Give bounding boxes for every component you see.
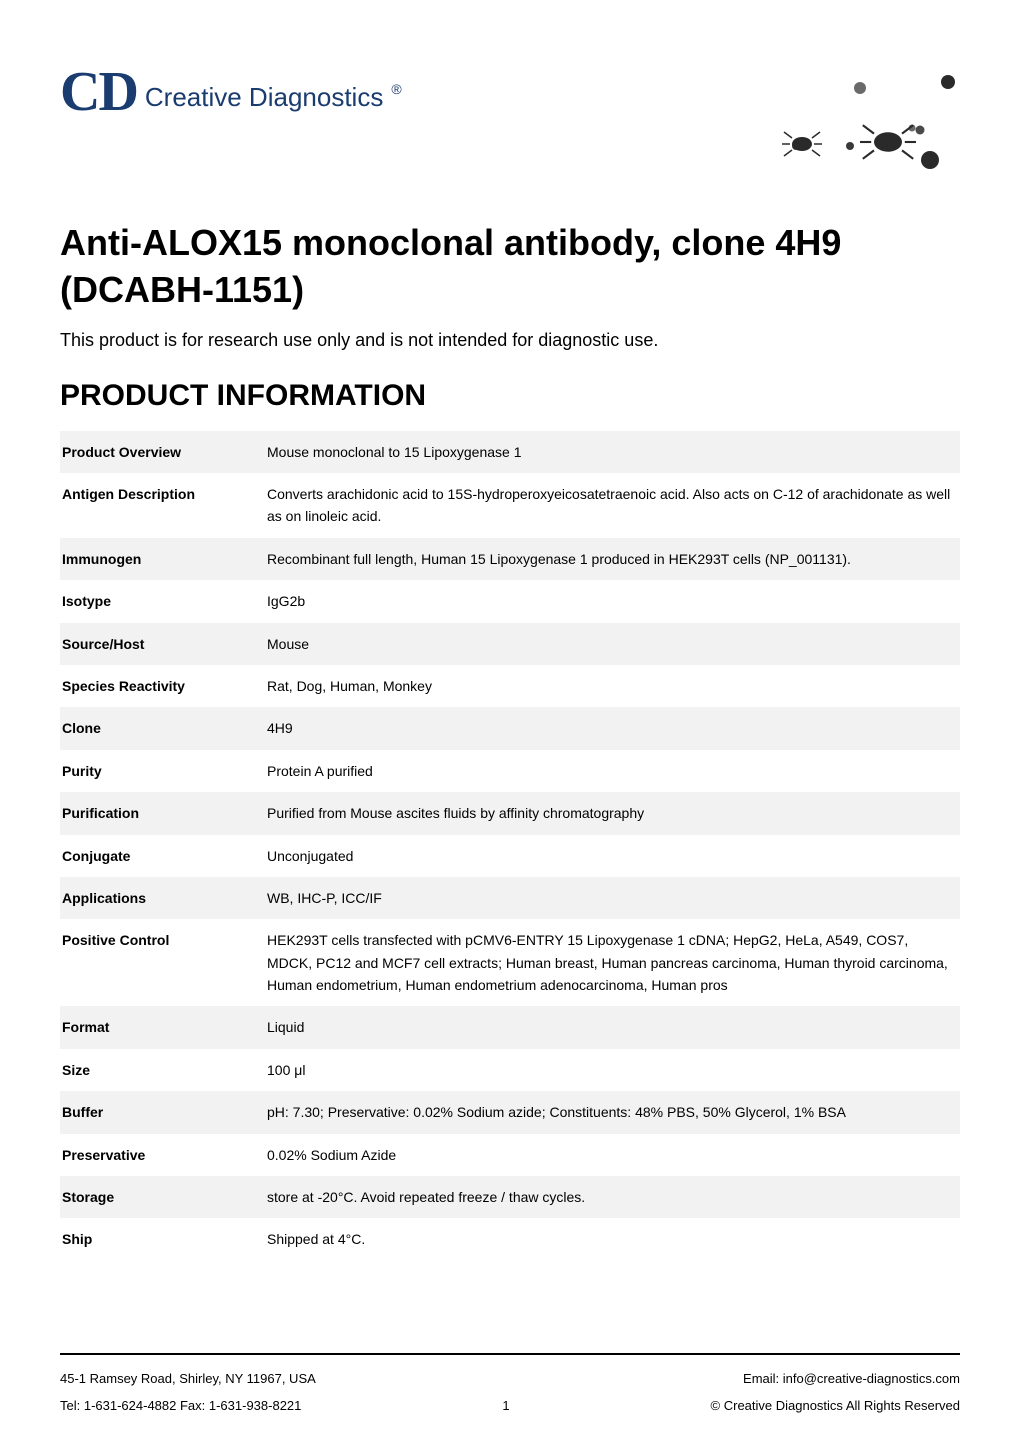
- footer-address: 45-1 Ramsey Road, Shirley, NY 11967, USA: [60, 1371, 316, 1386]
- table-row: ImmunogenRecombinant full length, Human …: [60, 538, 960, 580]
- header: CD Creative Diagnostics ®: [60, 60, 960, 180]
- row-label: Size: [60, 1049, 265, 1091]
- product-info-table: Product OverviewMouse monoclonal to 15 L…: [60, 431, 960, 1261]
- table-row: Source/HostMouse: [60, 623, 960, 665]
- row-value: 4H9: [265, 707, 960, 749]
- decorative-svg: [700, 60, 960, 180]
- table-row: Size100 μl: [60, 1049, 960, 1091]
- row-label: Buffer: [60, 1091, 265, 1133]
- footer-row-1: 45-1 Ramsey Road, Shirley, NY 11967, USA…: [60, 1371, 960, 1386]
- table-row: FormatLiquid: [60, 1006, 960, 1048]
- row-value: Protein A purified: [265, 750, 960, 792]
- row-value: Liquid: [265, 1006, 960, 1048]
- row-label: Immunogen: [60, 538, 265, 580]
- footer-page-number: 1: [502, 1398, 509, 1413]
- header-artwork: [700, 60, 960, 180]
- row-value: Rat, Dog, Human, Monkey: [265, 665, 960, 707]
- row-label: Preservative: [60, 1134, 265, 1176]
- footer: 45-1 Ramsey Road, Shirley, NY 11967, USA…: [60, 1353, 960, 1413]
- row-label: Positive Control: [60, 919, 265, 1006]
- row-value: HEK293T cells transfected with pCMV6-ENT…: [265, 919, 960, 1006]
- footer-email: Email: info@creative-diagnostics.com: [743, 1371, 960, 1386]
- row-label: Ship: [60, 1218, 265, 1260]
- table-row: Storagestore at -20°C. Avoid repeated fr…: [60, 1176, 960, 1218]
- row-value: Purified from Mouse ascites fluids by af…: [265, 792, 960, 834]
- row-label: Purification: [60, 792, 265, 834]
- table-row: Positive ControlHEK293T cells transfecte…: [60, 919, 960, 1006]
- product-title: Anti-ALOX15 monoclonal antibody, clone 4…: [60, 220, 960, 314]
- footer-divider: [60, 1353, 960, 1355]
- row-label: Product Overview: [60, 431, 265, 473]
- table-row: Product OverviewMouse monoclonal to 15 L…: [60, 431, 960, 473]
- table-row: Antigen DescriptionConverts arachidonic …: [60, 473, 960, 538]
- row-label: Source/Host: [60, 623, 265, 665]
- row-value: 0.02% Sodium Azide: [265, 1134, 960, 1176]
- table-row: ApplicationsWB, IHC-P, ICC/IF: [60, 877, 960, 919]
- row-label: Species Reactivity: [60, 665, 265, 707]
- footer-phone: Tel: 1-631-624-4882 Fax: 1-631-938-8221: [60, 1398, 301, 1413]
- registered-icon: ®: [391, 81, 401, 97]
- row-label: Clone: [60, 707, 265, 749]
- logo: CD Creative Diagnostics ®: [60, 60, 402, 124]
- table-row: Species ReactivityRat, Dog, Human, Monke…: [60, 665, 960, 707]
- table-row: ConjugateUnconjugated: [60, 835, 960, 877]
- logo-name: Creative Diagnostics: [145, 82, 383, 113]
- row-value: Shipped at 4°C.: [265, 1218, 960, 1260]
- research-use-note: This product is for research use only an…: [60, 330, 960, 351]
- table-row: Preservative0.02% Sodium Azide: [60, 1134, 960, 1176]
- row-label: Storage: [60, 1176, 265, 1218]
- row-value: Recombinant full length, Human 15 Lipoxy…: [265, 538, 960, 580]
- row-value: 100 μl: [265, 1049, 960, 1091]
- row-label: Antigen Description: [60, 473, 265, 538]
- row-value: Converts arachidonic acid to 15S-hydrope…: [265, 473, 960, 538]
- row-value: Mouse: [265, 623, 960, 665]
- footer-copyright: © Creative Diagnostics All Rights Reserv…: [711, 1398, 960, 1413]
- row-label: Conjugate: [60, 835, 265, 877]
- row-label: Isotype: [60, 580, 265, 622]
- row-value: IgG2b: [265, 580, 960, 622]
- row-value: Mouse monoclonal to 15 Lipoxygenase 1: [265, 431, 960, 473]
- table-row: Clone4H9: [60, 707, 960, 749]
- row-label: Format: [60, 1006, 265, 1048]
- table-row: ShipShipped at 4°C.: [60, 1218, 960, 1260]
- logo-initials: CD: [60, 60, 137, 124]
- row-label: Applications: [60, 877, 265, 919]
- row-value: pH: 7.30; Preservative: 0.02% Sodium azi…: [265, 1091, 960, 1133]
- table-row: PurificationPurified from Mouse ascites …: [60, 792, 960, 834]
- table-row: IsotypeIgG2b: [60, 580, 960, 622]
- section-heading: PRODUCT INFORMATION: [60, 379, 960, 413]
- footer-row-2: Tel: 1-631-624-4882 Fax: 1-631-938-8221 …: [60, 1398, 960, 1413]
- row-value: store at -20°C. Avoid repeated freeze / …: [265, 1176, 960, 1218]
- row-label: Purity: [60, 750, 265, 792]
- table-row: PurityProtein A purified: [60, 750, 960, 792]
- row-value: Unconjugated: [265, 835, 960, 877]
- row-value: WB, IHC-P, ICC/IF: [265, 877, 960, 919]
- table-row: BufferpH: 7.30; Preservative: 0.02% Sodi…: [60, 1091, 960, 1133]
